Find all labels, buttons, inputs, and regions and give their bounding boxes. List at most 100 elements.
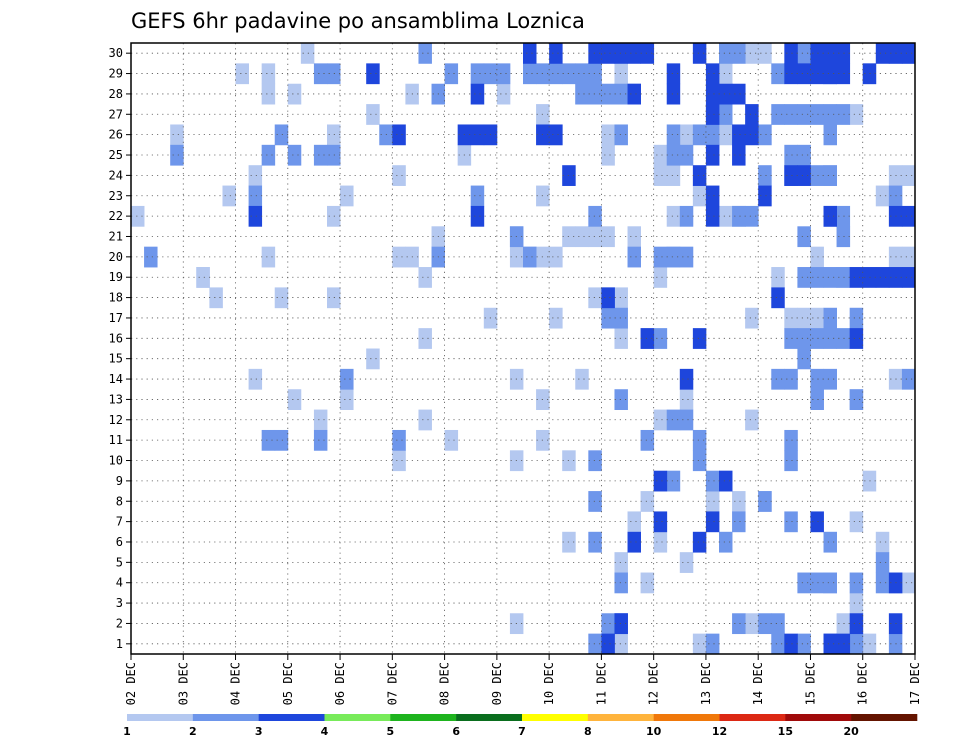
heatmap-cell — [653, 165, 668, 186]
heatmap-cell — [797, 572, 811, 594]
heatmap-cell — [705, 185, 720, 207]
heatmap-cell — [732, 511, 746, 533]
heatmap-cell — [810, 511, 824, 533]
heatmap-cell — [170, 144, 184, 166]
heatmap-cell — [575, 83, 589, 105]
cells-layer — [131, 43, 916, 655]
legend-label: 2 — [189, 725, 197, 738]
legend-swatch — [324, 714, 391, 721]
x-tick-label: 10 DEC — [542, 662, 556, 705]
heatmap-cell — [340, 185, 354, 207]
heatmap-cell — [810, 328, 824, 349]
heatmap-cell — [614, 43, 628, 64]
plot-frame — [130, 42, 916, 655]
x-tick-label: 04 DEC — [229, 662, 243, 705]
heatmap-cell — [875, 531, 890, 553]
heatmap-cell — [771, 104, 785, 125]
heatmap-cell — [784, 429, 798, 451]
heatmap-cell — [523, 43, 537, 64]
heatmap-cell — [679, 246, 694, 268]
heatmap-cell — [261, 63, 276, 85]
heatmap-cell — [758, 165, 772, 186]
heatmap-cell — [732, 43, 746, 64]
legend-label: 8 — [584, 725, 592, 738]
legend-swatch — [719, 714, 786, 721]
heatmap-cell — [601, 124, 615, 146]
heatmap-cell — [287, 144, 302, 166]
y-tick-label: 19 — [109, 270, 123, 284]
heatmap-cell — [470, 83, 485, 105]
heatmap-cell — [771, 287, 785, 309]
heatmap-cell — [679, 144, 694, 166]
heatmap-cell — [366, 104, 380, 125]
heatmap-cell — [771, 368, 785, 390]
heatmap-cell — [549, 307, 563, 329]
y-tick-label: 12 — [109, 413, 123, 427]
heatmap-cell — [666, 83, 681, 105]
heatmap-cell — [392, 124, 406, 146]
heatmap-cell — [640, 429, 655, 451]
heatmap-cell — [810, 246, 824, 268]
heatmap-cell — [901, 572, 916, 594]
legend-swatch — [587, 714, 654, 721]
heatmap-cell — [692, 43, 707, 64]
y-tick-label: 6 — [116, 535, 123, 549]
heatmap-cell — [588, 450, 602, 472]
heatmap-cell — [470, 205, 485, 227]
heatmap-cell — [614, 307, 628, 329]
heatmap-cell — [901, 246, 916, 268]
heatmap-cell — [823, 205, 837, 227]
heatmap-cell — [745, 307, 759, 329]
heatmap-cell — [719, 531, 733, 553]
heatmap-cell — [705, 491, 720, 512]
heatmap-cell — [418, 43, 432, 64]
heatmap-cell — [601, 144, 615, 166]
heatmap-cell — [313, 63, 328, 85]
heatmap-cell — [758, 185, 772, 207]
heatmap-cell — [745, 613, 759, 635]
x-tick-label: 12 DEC — [647, 662, 661, 705]
heatmap-cell — [653, 246, 668, 268]
heatmap-cell — [549, 246, 563, 268]
heatmap-cell — [261, 246, 276, 268]
legend-label: 3 — [255, 725, 263, 738]
heatmap-cell — [170, 124, 184, 146]
heatmap-cell — [758, 124, 772, 146]
heatmap-cell — [810, 389, 824, 410]
heatmap-cell — [692, 429, 707, 451]
heatmap-cell — [692, 185, 707, 207]
heatmap-cell — [719, 83, 733, 105]
y-tick-label: 10 — [109, 454, 123, 468]
heatmap-cell — [235, 63, 249, 85]
heatmap-cell — [719, 43, 733, 64]
heatmap-cell — [588, 491, 602, 512]
heatmap-cell — [797, 307, 811, 329]
heatmap-cell — [836, 613, 851, 635]
heatmap-cell — [496, 83, 511, 105]
grid-layer — [131, 43, 915, 654]
heatmap-cell — [640, 43, 655, 64]
x-tick-label: 02 DEC — [124, 662, 138, 705]
heatmap-cell — [614, 83, 628, 105]
y-tick-label: 14 — [109, 372, 123, 386]
heatmap-cell — [692, 633, 707, 655]
heatmap-cell — [496, 63, 511, 85]
heatmap-cell — [875, 185, 890, 207]
heatmap-cell — [261, 83, 276, 105]
y-tick-label: 2 — [116, 616, 123, 630]
y-tick-label: 15 — [109, 352, 123, 366]
color-legend: 1 2 3 4 5 6 7 8 10 12 15 20 — [123, 714, 918, 738]
heatmap-cell — [601, 83, 615, 105]
heatmap-cell — [823, 307, 837, 329]
heatmap-cell — [797, 165, 811, 186]
heatmap-cell — [849, 592, 864, 614]
y-tick-label: 30 — [109, 46, 123, 60]
heatmap-cell — [823, 104, 837, 125]
heatmap-cell — [745, 104, 759, 125]
y-tick-label: 16 — [109, 331, 123, 345]
heatmap-cell — [470, 124, 485, 146]
heatmap-cell — [575, 368, 589, 390]
heatmap-cell — [784, 104, 798, 125]
heatmap-cell — [732, 613, 746, 635]
heatmap-cell — [784, 307, 798, 329]
